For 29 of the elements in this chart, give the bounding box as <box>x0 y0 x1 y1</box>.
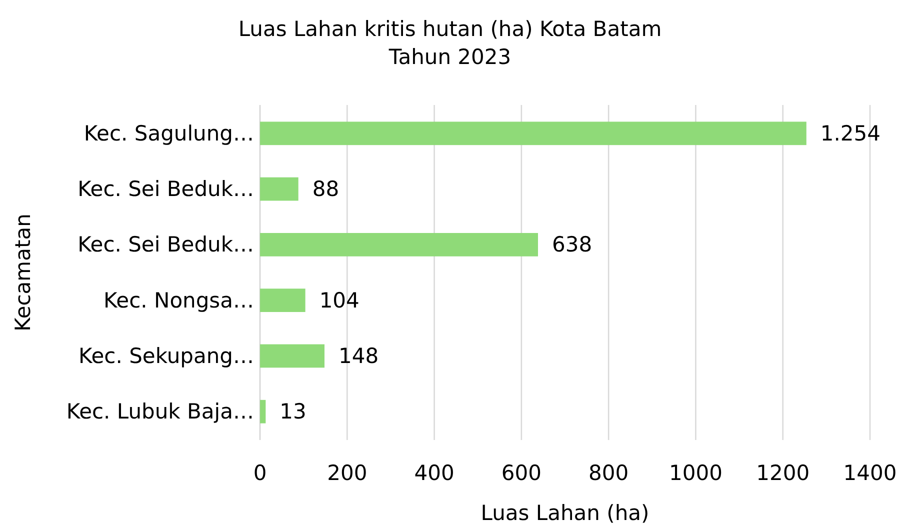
y-tick-label: Kec. Sei Beduk… <box>78 232 254 257</box>
bar <box>260 344 324 368</box>
x-tick-label: 0 <box>253 461 267 485</box>
y-axis-title: Kecamatan <box>11 214 35 332</box>
y-tick-label: Kec. Lubuk Baja… <box>66 400 254 424</box>
x-tick-label: 600 <box>501 461 542 485</box>
x-tick-label: 1200 <box>756 461 810 485</box>
data-label: 13 <box>280 400 306 424</box>
data-label: 88 <box>312 177 340 202</box>
data-label: 148 <box>338 344 379 368</box>
x-tick-label: 800 <box>588 461 629 485</box>
x-axis-title: Luas Lahan (ha) <box>480 501 650 525</box>
bar <box>260 232 538 256</box>
x-tick-label: 200 <box>327 461 368 485</box>
data-label: 1.254 <box>820 121 881 146</box>
x-tick-label: 1000 <box>668 461 722 485</box>
bar <box>260 288 306 312</box>
bar <box>260 122 806 146</box>
y-tick-label: Kec. Nongsa… <box>103 288 254 312</box>
data-label: 638 <box>552 232 592 257</box>
bar <box>260 400 266 424</box>
y-tick-label: Kec. Sekupang… <box>78 344 254 368</box>
x-tick-label: 400 <box>414 461 454 485</box>
x-tick-label: 1400 <box>843 461 897 485</box>
data-label: 104 <box>319 288 360 312</box>
bar <box>260 177 298 201</box>
y-tick-label: Kec. Sei Beduk… <box>78 177 254 202</box>
y-tick-label: Kec. Sagulung… <box>84 121 254 146</box>
chart-title: Luas Lahan kritis hutan (ha) Kota Batam Tahun 2023 <box>238 17 662 69</box>
